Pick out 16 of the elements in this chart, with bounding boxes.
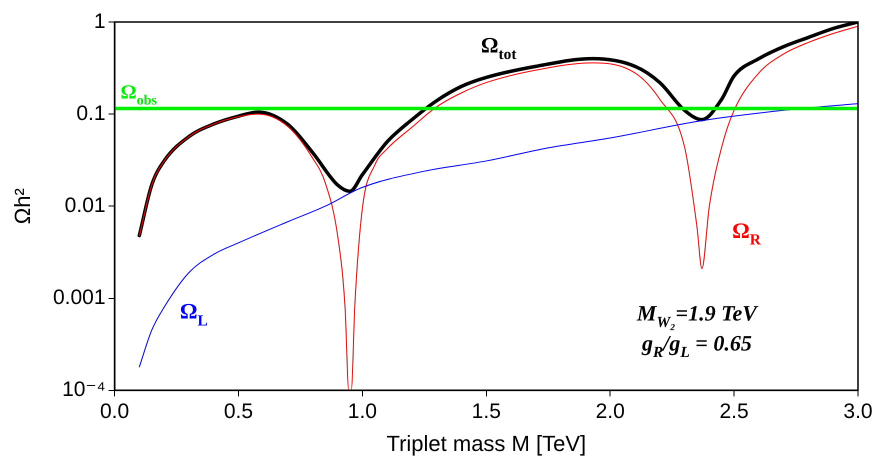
- line-series: [138, 26, 858, 390]
- y-tick-label: 0.1: [76, 102, 106, 125]
- y-tick-label: 1: [94, 10, 106, 33]
- x-axis-title: Triplet mass M [TeV]: [386, 430, 586, 456]
- x-tick-label: 2.5: [719, 400, 749, 423]
- y-tick-label: 0.01: [64, 194, 106, 217]
- x-tick-label: 2.0: [596, 400, 625, 423]
- line-series: [138, 103, 858, 368]
- x-tick-label: 0.0: [100, 400, 130, 423]
- x-tick-label: 1.5: [472, 400, 501, 423]
- x-tick-label: 0.5: [224, 400, 254, 423]
- x-tick-label: 3.0: [843, 400, 873, 423]
- y-tick-label: 10⁻⁴: [62, 378, 106, 402]
- y-axis-title: Ωh²: [10, 188, 35, 224]
- x-tick-label: 1.0: [348, 400, 377, 423]
- y-tick-label: 0.001: [52, 286, 106, 310]
